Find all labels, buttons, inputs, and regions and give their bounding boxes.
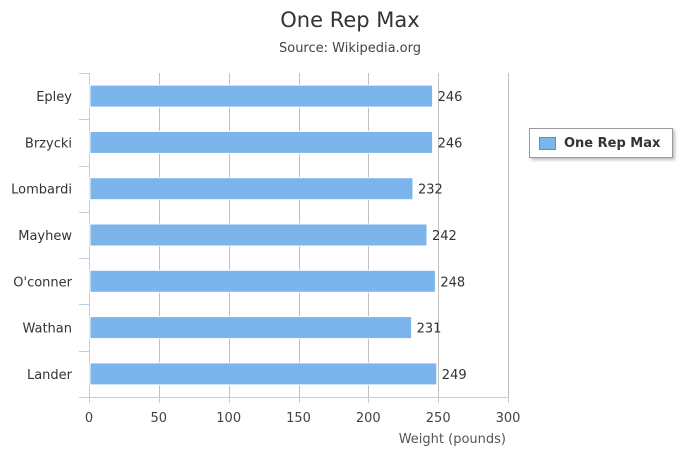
bar [89,177,414,201]
category-label: Epley [36,90,72,105]
legend[interactable]: One Rep Max [529,128,673,158]
bar [89,362,438,386]
tick-label: 100 [216,411,241,426]
tick-label: 0 [85,411,93,426]
data-label: 242 [432,229,457,244]
tick-label: 50 [151,411,168,426]
tick-label: 250 [426,411,451,426]
legend-label: One Rep Max [564,135,661,151]
category-label: Wathan [22,322,72,337]
bar [89,223,428,247]
tick-label: 300 [496,411,521,426]
data-label: 232 [418,183,443,198]
tick-label: 150 [286,411,311,426]
data-label: 248 [440,275,465,290]
data-label: 246 [438,90,463,105]
legend-swatch [539,136,556,150]
data-label: 249 [442,368,467,383]
bar [89,130,434,154]
category-label: Lander [27,368,73,383]
tick-label: 200 [356,411,381,426]
bar [89,84,434,108]
x-axis-title: Weight (pounds) [399,432,506,447]
category-label: Brzycki [25,136,72,151]
data-label: 246 [438,136,463,151]
bar [89,269,436,293]
chart-subtitle: Source: Wikipedia.org [278,41,422,56]
data-label: 231 [417,322,442,337]
category-label: Lombardi [11,183,72,198]
bar [89,316,413,340]
category-label: O'conner [13,275,72,290]
category-label: Mayhew [18,229,72,244]
chart-title: One Rep Max [280,8,420,32]
